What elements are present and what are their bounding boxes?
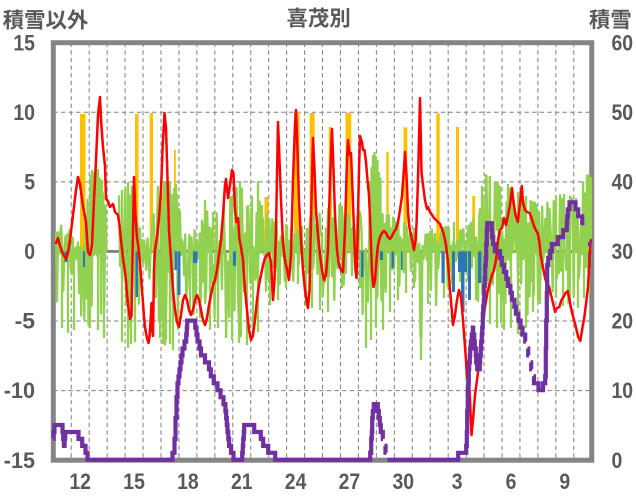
svg-text:15: 15 [123, 469, 145, 494]
svg-text:10: 10 [13, 100, 35, 125]
svg-text:9: 9 [559, 469, 570, 494]
svg-text:0: 0 [612, 448, 623, 473]
svg-text:0: 0 [24, 239, 35, 264]
svg-text:5: 5 [24, 170, 35, 195]
svg-text:6: 6 [506, 469, 517, 494]
svg-text:50: 50 [612, 100, 634, 125]
svg-text:12: 12 [69, 469, 91, 494]
svg-text:60: 60 [612, 30, 634, 55]
svg-text:10: 10 [612, 378, 634, 403]
svg-text:30: 30 [612, 239, 634, 264]
svg-text:30: 30 [393, 469, 415, 494]
svg-text:24: 24 [285, 469, 307, 494]
svg-text:40: 40 [612, 170, 634, 195]
svg-text:15: 15 [13, 30, 35, 55]
svg-text:18: 18 [177, 469, 199, 494]
svg-text:21: 21 [231, 469, 253, 494]
svg-text:-10: -10 [4, 378, 35, 403]
svg-text:20: 20 [612, 309, 634, 334]
svg-text:27: 27 [339, 469, 361, 494]
svg-text:-5: -5 [15, 309, 35, 334]
svg-text:-15: -15 [4, 448, 35, 473]
svg-text:3: 3 [452, 469, 463, 494]
